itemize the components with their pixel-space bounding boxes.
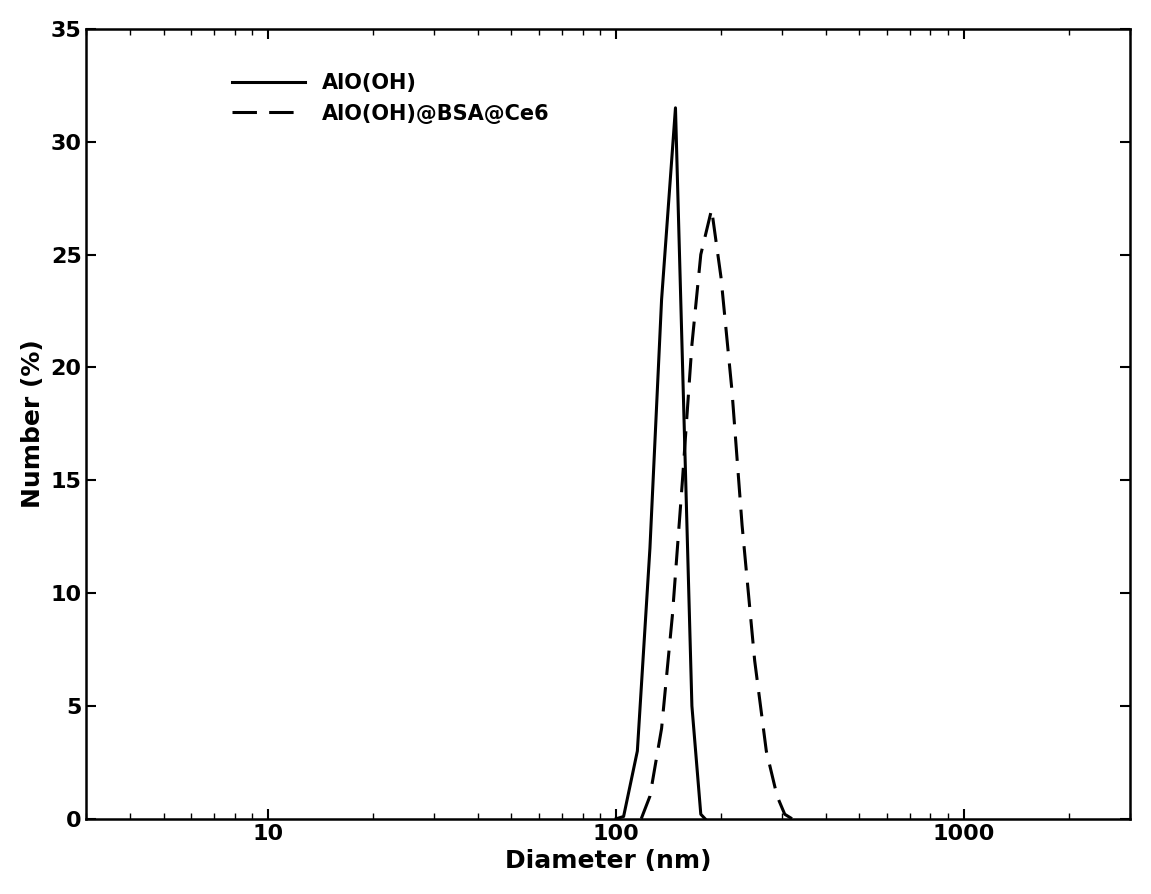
X-axis label: Diameter (nm): Diameter (nm) xyxy=(505,849,711,873)
AlO(OH)@BSA@Ce6 xyxy=(685,340,699,350)
AlO(OH)@BSA@Ce6 xyxy=(778,809,792,820)
AlO(OH)@BSA@Ce6 xyxy=(714,272,727,283)
AlO(OH) xyxy=(631,746,645,756)
AlO(OH)@BSA@Ce6 xyxy=(634,814,648,824)
Legend: AlO(OH), AlO(OH)@BSA@Ce6: AlO(OH), AlO(OH)@BSA@Ce6 xyxy=(222,63,561,134)
AlO(OH) xyxy=(694,809,708,820)
AlO(OH)@BSA@Ce6 xyxy=(735,520,749,531)
AlO(OH)@BSA@Ce6 xyxy=(643,791,657,802)
AlO(OH) xyxy=(685,701,699,712)
AlO(OH) xyxy=(669,103,683,114)
AlO(OH) xyxy=(643,543,657,553)
AlO(OH) xyxy=(655,294,669,305)
AlO(OH)@BSA@Ce6 xyxy=(725,384,739,395)
Line: AlO(OH): AlO(OH) xyxy=(616,108,706,819)
AlO(OH)@BSA@Ce6 xyxy=(785,814,799,824)
AlO(OH)@BSA@Ce6 xyxy=(770,791,784,802)
AlO(OH)@BSA@Ce6 xyxy=(748,655,762,666)
AlO(OH)@BSA@Ce6 xyxy=(760,746,773,756)
AlO(OH) xyxy=(617,811,631,822)
Y-axis label: Number (%): Number (%) xyxy=(21,340,45,508)
AlO(OH) xyxy=(609,814,623,824)
AlO(OH)@BSA@Ce6 xyxy=(694,249,708,260)
AlO(OH) xyxy=(699,814,712,824)
AlO(OH)@BSA@Ce6 xyxy=(665,611,679,621)
AlO(OH)@BSA@Ce6 xyxy=(704,204,718,215)
Line: AlO(OH)@BSA@Ce6: AlO(OH)@BSA@Ce6 xyxy=(641,209,792,819)
AlO(OH)@BSA@Ce6 xyxy=(655,723,669,734)
AlO(OH)@BSA@Ce6 xyxy=(676,475,689,485)
